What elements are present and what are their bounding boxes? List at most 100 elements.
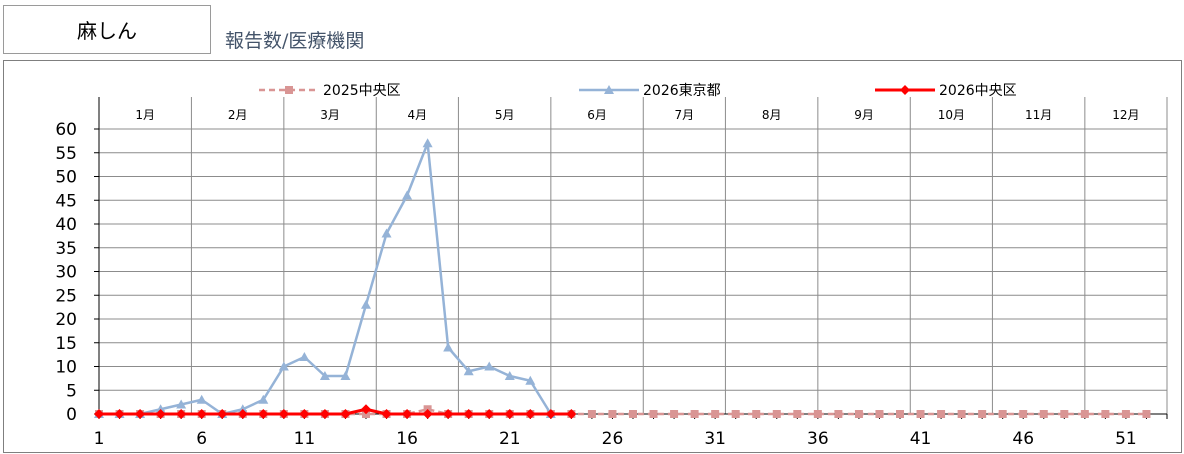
data-point-series-3 (237, 409, 248, 419)
data-point-series-1 (1060, 410, 1069, 418)
month-label: 12月 (1112, 108, 1139, 122)
y-tick-label: 10 (55, 358, 77, 378)
data-point-series-2 (155, 404, 166, 414)
chart-title: 麻しん (77, 19, 137, 43)
data-point-series-2 (278, 361, 289, 371)
chart-title-box: 麻しん (3, 5, 211, 54)
data-point-series-3 (443, 409, 454, 419)
month-label: 8月 (762, 108, 782, 122)
y-tick-label: 20 (55, 310, 77, 330)
legend-marker (900, 85, 910, 95)
data-point-series-2 (258, 394, 269, 404)
data-point-series-1 (670, 410, 679, 418)
data-point-series-3 (504, 409, 515, 419)
x-tick-label: 41 (910, 429, 932, 449)
data-point-series-1 (875, 410, 884, 418)
data-point-series-1 (608, 410, 617, 418)
data-point-series-3 (402, 409, 413, 419)
x-tick-label: 46 (1012, 429, 1034, 449)
data-point-series-1 (731, 410, 740, 418)
data-point-series-2 (196, 394, 207, 404)
legend-marker (285, 86, 293, 94)
x-tick-label: 51 (1115, 429, 1137, 449)
data-point-series-3 (196, 409, 207, 419)
data-point-series-1 (1019, 410, 1028, 418)
chart-subtitle: 報告数/医療機関 (225, 30, 365, 52)
data-point-series-3 (545, 409, 556, 419)
data-point-series-1 (772, 410, 781, 418)
legend-label: 2026中央区 (939, 83, 1017, 99)
month-label: 4月 (408, 108, 428, 122)
x-tick-label: 16 (396, 429, 418, 449)
chart-frame: 0 5 10 15 20 25 30 35 40 45 50 55 60 1月 2月 3月 4月 5月 6月 7月 8月… (3, 60, 1182, 453)
data-point-series-1 (1121, 410, 1130, 418)
data-point-series-3 (361, 404, 371, 415)
y-tick-label: 45 (55, 191, 77, 211)
y-tick-label: 40 (55, 215, 77, 235)
data-point-series-1 (587, 410, 596, 418)
data-point-series-3 (525, 409, 536, 419)
month-label: 2月 (228, 108, 248, 122)
data-point-series-3 (278, 409, 289, 419)
data-point-series-3 (114, 409, 125, 419)
data-point-series-1 (690, 410, 699, 418)
data-point-series-1 (937, 410, 946, 418)
data-point-series-1 (813, 410, 822, 418)
data-point-series-1 (957, 410, 966, 418)
data-point-series-2 (319, 371, 330, 380)
data-point-series-3 (566, 409, 577, 419)
data-point-series-2 (525, 375, 536, 385)
data-point-series-3 (422, 409, 433, 419)
data-point-series-3 (299, 409, 310, 419)
data-point-series-3 (319, 409, 330, 419)
x-tick-label: 1 (94, 429, 105, 449)
data-point-series-1 (711, 410, 720, 418)
data-point-series-3 (484, 409, 495, 419)
data-point-series-3 (463, 409, 474, 419)
data-point-series-3 (258, 409, 269, 419)
data-point-series-3 (381, 409, 392, 419)
data-point-series-3 (135, 409, 146, 419)
data-point-series-3 (155, 409, 166, 419)
data-point-series-1 (793, 410, 802, 418)
y-tick-label: 55 (55, 144, 77, 164)
x-tick-label: 31 (704, 429, 726, 449)
data-point-series-1 (1039, 410, 1048, 418)
data-point-series-1 (1142, 410, 1151, 418)
data-point-series-1 (896, 410, 904, 418)
y-tick-label: 50 (55, 168, 77, 188)
y-tick-label: 5 (66, 381, 77, 401)
data-point-series-1 (998, 410, 1007, 418)
data-point-series-2 (340, 371, 351, 380)
data-point-series-2 (299, 352, 310, 361)
data-point-series-1 (854, 410, 863, 418)
data-point-series-2 (361, 299, 371, 309)
legend-marker (604, 85, 614, 94)
y-tick-label: 25 (55, 286, 77, 306)
y-tick-label: 60 (55, 120, 77, 140)
x-tick-label: 6 (196, 429, 207, 449)
data-point-series-3 (340, 409, 351, 419)
x-tick-label: 21 (499, 429, 521, 449)
month-label: 6月 (587, 108, 607, 122)
data-point-series-2 (381, 228, 392, 238)
data-point-series-1 (1080, 410, 1089, 418)
legend-label: 2025中央区 (323, 83, 401, 99)
data-point-series-1 (649, 410, 658, 418)
data-point-series-3 (176, 409, 187, 419)
month-label: 7月 (675, 108, 695, 122)
data-point-series-2 (237, 404, 248, 414)
y-tick-label: 15 (55, 334, 77, 354)
data-point-series-2 (402, 190, 413, 200)
x-tick-label: 26 (602, 429, 624, 449)
data-point-series-2 (176, 399, 187, 409)
month-label: 3月 (320, 108, 340, 122)
data-point-series-1 (916, 410, 925, 418)
data-point-series-1 (629, 410, 637, 418)
month-label: 9月 (854, 108, 874, 122)
data-point-series-1 (1101, 410, 1110, 418)
y-tick-label: 35 (55, 239, 77, 259)
data-point-series-2 (443, 342, 454, 352)
data-point-series-3 (217, 409, 228, 419)
legend-label: 2026東京都 (643, 83, 721, 99)
